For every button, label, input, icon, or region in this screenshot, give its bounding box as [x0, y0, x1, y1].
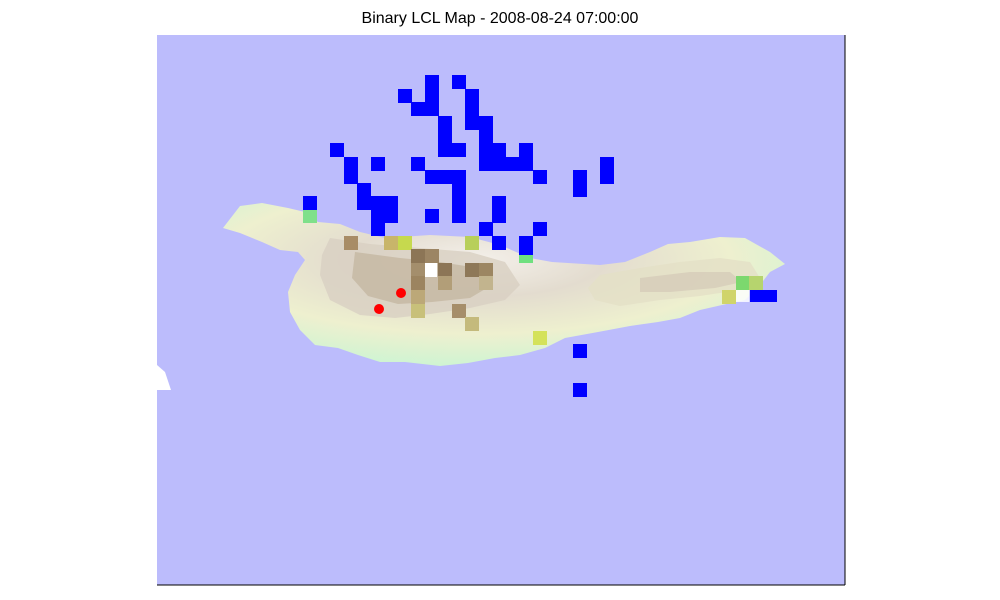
- island-landmass: [223, 203, 785, 366]
- terrain-cells: [303, 209, 763, 345]
- station-marker: [374, 304, 384, 314]
- lcl-cells: [303, 75, 777, 397]
- islet-landmass: [157, 365, 171, 390]
- station-markers: [374, 288, 406, 314]
- station-marker: [396, 288, 406, 298]
- no-data-cells: [425, 263, 750, 302]
- map-title: Binary LCL Map - 2008-08-24 07:00:00: [361, 10, 639, 27]
